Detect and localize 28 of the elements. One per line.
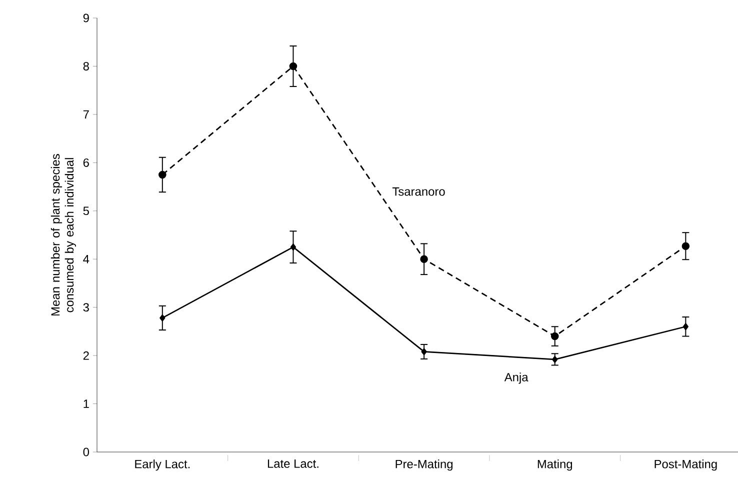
point [290,244,296,251]
y-tick-label: 5 [83,206,89,216]
y-axis-title: Mean number of plant species consumed by each individual [50,154,76,316]
x-tick-label: Early Lact. [135,460,190,471]
point [682,323,688,330]
y-tick-label: 1 [84,400,89,408]
x-tick-label: Mating [538,460,572,471]
y-tick-label: 7 [83,110,89,119]
y-tick-label: 2 [83,351,89,360]
point [552,356,558,363]
point [160,314,166,322]
y-tick-label: 6 [83,158,89,167]
point [421,348,427,356]
y-tick-label: 9 [83,14,89,22]
x-tick-label: Post-Mating [654,460,717,471]
series-label: Tsaranoro [392,187,445,196]
series-label: Anja [504,372,528,384]
x-tick-label: Late Lact. [268,460,318,468]
y-tick-label: 0 [83,448,90,456]
x-tick-label: Pre-Mating [396,460,452,471]
y-tick-label: 3 [83,303,89,312]
point [550,332,559,340]
point [420,255,428,264]
point [158,170,166,179]
y-tick-label: 4 [83,255,90,264]
point [682,242,690,250]
y-tick-label: 8 [83,62,89,70]
point [289,62,298,70]
